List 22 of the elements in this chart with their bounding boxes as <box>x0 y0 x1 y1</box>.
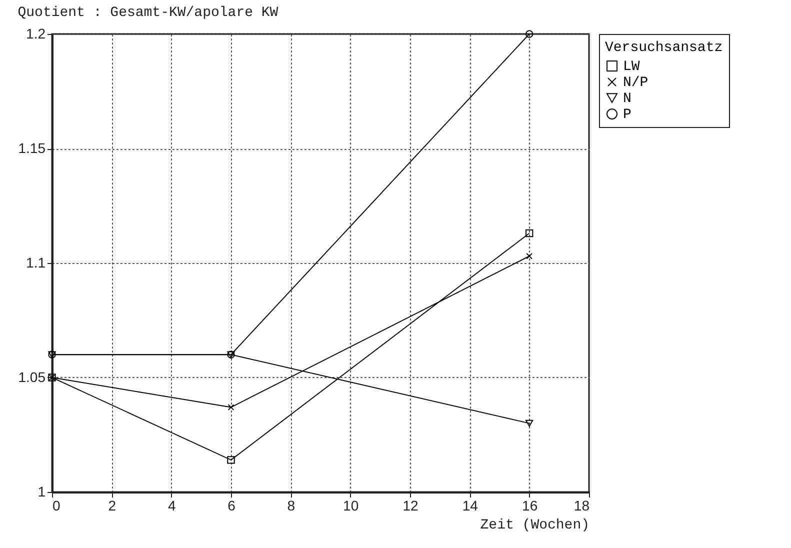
legend-label: LW <box>623 59 640 75</box>
x-tick-label: 8 <box>287 498 296 514</box>
y-tick-label: 1.15 <box>18 140 46 156</box>
x-axis-title: Zeit (Wochen) <box>480 518 590 534</box>
x-tick-label: 14 <box>462 498 478 514</box>
x-tick-label: 0 <box>52 498 60 514</box>
legend-label: N <box>623 91 632 107</box>
x-tick-label: 12 <box>402 498 418 514</box>
y-tick-label: 1.2 <box>26 26 46 42</box>
x-tick-label: 2 <box>108 498 116 514</box>
legend-label: N/P <box>623 75 648 91</box>
x-tick-label: 16 <box>522 498 538 514</box>
x-tick-label: 6 <box>228 498 236 514</box>
x-tick-label: 4 <box>168 498 176 514</box>
legend-label: P <box>623 107 632 123</box>
legend-title: Versuchsansatz <box>605 40 723 56</box>
chart-title: Quotient : Gesamt-KW/apolare KW <box>18 5 279 21</box>
y-tick-label: 1.05 <box>18 369 46 385</box>
y-tick-label: 1 <box>38 484 46 500</box>
x-tick-label: 10 <box>343 498 359 514</box>
y-tick-label: 1.1 <box>26 254 46 270</box>
x-tick-label: 18 <box>574 498 590 514</box>
